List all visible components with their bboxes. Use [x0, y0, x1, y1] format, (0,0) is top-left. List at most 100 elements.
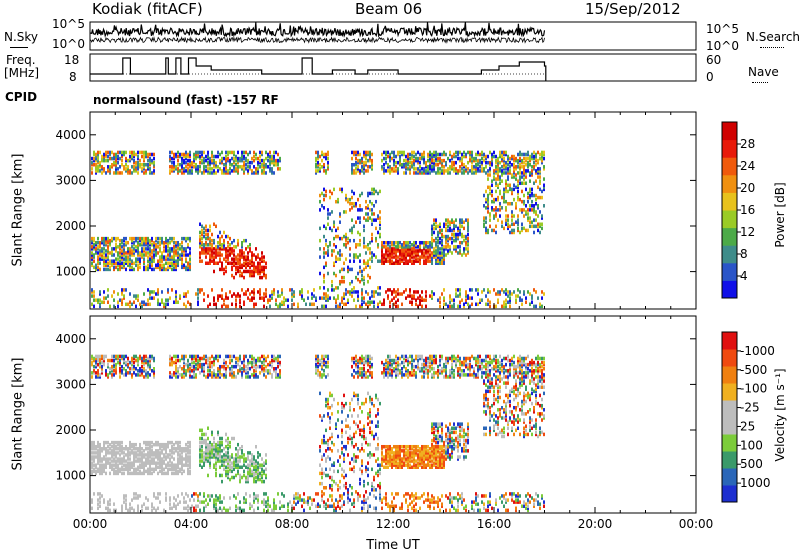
- heatmap-cell: [111, 375, 113, 379]
- heatmap-cell: [255, 496, 257, 500]
- heatmap-cell: [201, 369, 203, 373]
- heatmap-cell: [513, 171, 515, 175]
- heatmap-cell: [221, 288, 223, 292]
- heatmap-cell: [261, 364, 263, 369]
- heatmap-cell: [465, 292, 467, 296]
- heatmap-cell: [543, 167, 545, 171]
- heatmap-cell: [107, 238, 109, 243]
- heatmap-cell: [477, 160, 479, 165]
- heatmap-cell: [113, 304, 115, 309]
- heatmap-cell: [201, 152, 203, 157]
- heatmap-cell: [323, 206, 325, 210]
- heatmap-cell: [111, 364, 113, 369]
- heatmap-cell: [385, 249, 387, 253]
- heatmap-cell: [115, 169, 117, 173]
- heatmap-cell: [133, 508, 135, 513]
- heatmap-cell: [433, 226, 435, 231]
- heatmap-cell: [395, 253, 397, 257]
- heatmap-cell: [97, 455, 99, 459]
- heatmap-cell: [505, 208, 507, 212]
- heatmap-cell: [231, 461, 233, 465]
- heatmap-cell: [499, 208, 501, 212]
- heatmap-cell: [179, 255, 181, 259]
- heatmap-cell: [491, 154, 493, 159]
- heatmap-cell: [477, 288, 479, 292]
- heatmap-cell: [233, 494, 235, 498]
- heatmap-cell: [255, 463, 257, 467]
- heatmap-cell: [159, 459, 161, 463]
- heatmap-cell: [441, 238, 443, 243]
- heatmap-cell: [351, 165, 353, 169]
- heatmap-cell: [231, 455, 233, 459]
- heatmap-cell: [385, 259, 387, 263]
- heatmap-cell: [185, 160, 187, 165]
- heatmap-cell: [475, 165, 477, 169]
- heatmap-cell: [361, 165, 363, 169]
- heatmap-cell: [233, 459, 235, 463]
- heatmap-cell: [177, 167, 179, 171]
- heatmap-cell: [259, 160, 261, 165]
- heatmap-cell: [117, 442, 119, 447]
- heatmap-cell: [123, 243, 125, 247]
- heatmap-cell: [181, 265, 183, 270]
- heatmap-cell: [495, 158, 497, 163]
- heatmap-cell: [455, 249, 457, 253]
- heatmap-cell: [427, 158, 429, 163]
- heatmap-cell: [175, 371, 177, 375]
- heatmap-cell: [113, 171, 115, 175]
- heatmap-cell: [211, 171, 213, 175]
- heatmap-cell: [217, 247, 219, 251]
- heatmap-cell: [243, 169, 245, 173]
- heatmap-cell: [101, 158, 103, 163]
- heatmap-cell: [251, 269, 253, 274]
- heatmap-cell: [195, 156, 197, 161]
- heatmap-cell: [415, 240, 417, 245]
- heatmap-cell: [347, 298, 349, 302]
- heatmap-cell: [271, 296, 273, 300]
- heatmap-cell: [281, 300, 283, 304]
- heatmap-cell: [143, 300, 145, 304]
- heatmap-cell: [465, 247, 467, 251]
- heatmap-cell: [135, 152, 137, 157]
- heatmap-cell: [127, 257, 129, 261]
- heatmap-cell: [225, 160, 227, 165]
- heatmap-cell: [165, 298, 167, 302]
- heatmap-cell: [425, 240, 427, 245]
- heatmap-cell: [479, 298, 481, 302]
- heatmap-cell: [107, 245, 109, 249]
- heatmap-cell: [145, 150, 147, 155]
- heatmap-cell: [153, 506, 155, 511]
- heatmap-cell: [97, 247, 99, 251]
- heatmap-cell: [229, 171, 231, 175]
- heatmap-cell: [187, 467, 189, 472]
- heatmap-cell: [257, 265, 259, 270]
- heatmap-cell: [525, 204, 527, 208]
- heatmap-cell: [337, 294, 339, 298]
- heatmap-cell: [367, 243, 369, 247]
- heatmap-cell: [121, 292, 123, 296]
- heatmap-cell: [165, 442, 167, 447]
- heatmap-cell: [487, 199, 489, 204]
- heatmap-cell: [423, 253, 425, 257]
- heatmap-cell: [211, 150, 213, 155]
- heatmap-cell: [403, 162, 405, 167]
- heatmap-cell: [339, 236, 341, 241]
- heatmap-cell: [491, 183, 493, 188]
- heatmap-cell: [257, 471, 259, 476]
- heatmap-cell: [187, 362, 189, 367]
- heatmap-cell: [147, 455, 149, 459]
- heatmap-cell: [111, 261, 113, 265]
- heatmap-cell: [125, 150, 127, 155]
- heatmap-cell: [235, 457, 237, 461]
- heatmap-cell: [247, 296, 249, 300]
- heatmap-cell: [219, 243, 221, 247]
- heatmap-cell: [115, 243, 117, 247]
- heatmap-cell: [435, 255, 437, 259]
- heatmap-cell: [357, 255, 359, 259]
- heatmap-cell: [189, 257, 191, 261]
- heatmap-cell: [249, 160, 251, 165]
- heatmap-cell: [331, 228, 333, 233]
- heatmap-cell: [93, 253, 95, 257]
- heatmap-cell: [203, 234, 205, 239]
- heatmap-cell: [103, 463, 105, 467]
